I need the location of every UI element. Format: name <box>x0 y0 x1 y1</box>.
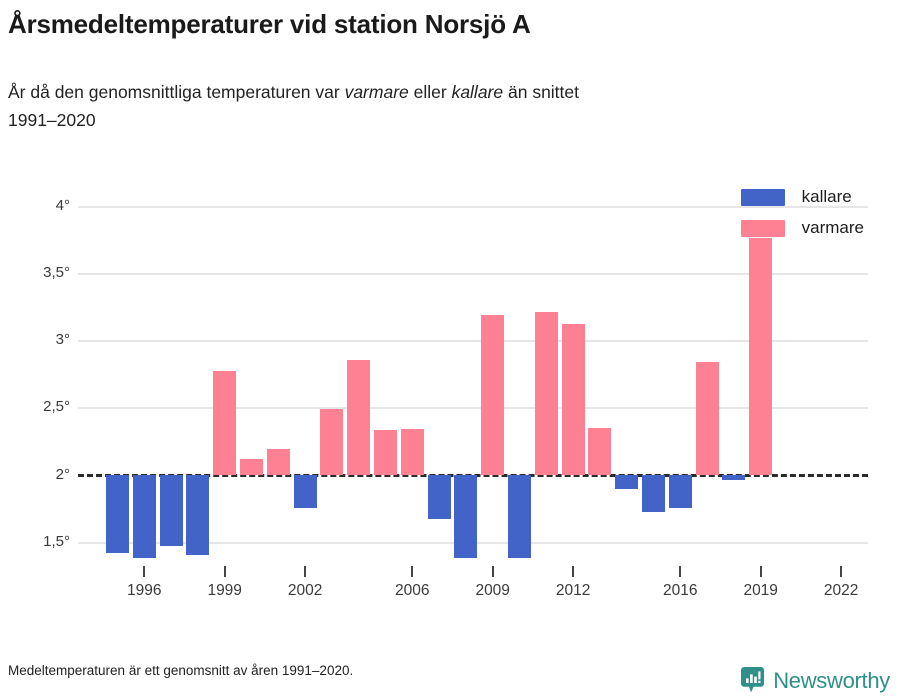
y-axis-tick-label: 4° <box>55 197 70 214</box>
bar-1996[interactable] <box>132 474 156 558</box>
x-axis-tick-label: 1999 <box>207 582 242 599</box>
bar-1995[interactable] <box>106 474 129 553</box>
plot-area <box>78 206 868 566</box>
bar-2015[interactable] <box>642 474 665 513</box>
x-axis-tick <box>304 566 307 577</box>
bar-2007[interactable] <box>427 474 451 519</box>
chart-note: Medeltemperaturen är ett genomsnitt av å… <box>8 663 354 678</box>
gridline <box>78 273 868 276</box>
x-axis: 1996199920022006200920122016201920222025 <box>78 566 868 616</box>
bar-1999[interactable] <box>213 371 237 475</box>
bar-1998[interactable] <box>186 474 210 556</box>
bar-2017[interactable] <box>695 361 719 475</box>
x-axis-tick-label: 2016 <box>663 582 698 599</box>
x-axis-tick <box>223 566 226 577</box>
subtitle-emphasis-varmare: varmare <box>344 82 409 102</box>
legend-label-kallare: kallare <box>801 187 852 206</box>
bar-1997[interactable] <box>159 474 183 546</box>
bar-2005[interactable] <box>374 430 397 475</box>
bar-2009[interactable] <box>481 314 505 475</box>
y-axis-tick-label: 3° <box>55 331 70 349</box>
bar-2002[interactable] <box>293 474 317 509</box>
legend-item-kallare[interactable]: kallare <box>740 186 864 208</box>
y-axis-tick-label: 1,5° <box>43 532 70 550</box>
x-axis-tick <box>679 566 682 577</box>
x-axis-tick <box>840 566 843 577</box>
bar-2019[interactable] <box>749 238 773 475</box>
bar-2012[interactable] <box>561 324 585 475</box>
bar-2003[interactable] <box>320 408 344 475</box>
brand-name: Newsworthy <box>773 667 890 693</box>
x-axis-tick <box>572 566 575 577</box>
bar-2000[interactable] <box>240 458 263 475</box>
chart-legend: kallare varmare <box>740 186 864 248</box>
page-title: Årsmedeltemperaturer vid station Norsjö … <box>8 9 531 39</box>
bar-2008[interactable] <box>454 474 478 558</box>
y-axis-tick-label: 2° <box>55 465 70 483</box>
legend-swatch-kallare <box>740 188 785 206</box>
x-axis-tick-label: 2012 <box>555 582 591 599</box>
gridline <box>78 407 868 410</box>
bar-2013[interactable] <box>588 427 612 475</box>
bar-2001[interactable] <box>266 449 290 475</box>
x-axis-tick-label: 2006 <box>395 582 430 599</box>
x-axis-tick <box>411 566 414 577</box>
bar-2004[interactable] <box>347 360 371 475</box>
subtitle-text-3: än snittet <box>503 82 580 102</box>
gridline <box>78 206 868 208</box>
x-axis-tick <box>143 566 146 577</box>
subtitle-emphasis-kallare: kallare <box>451 82 504 102</box>
x-axis-tick-label: 2009 <box>475 582 510 599</box>
brand-logo[interactable]: Newsworthy <box>739 667 890 694</box>
x-axis-tick-label: 2022 <box>823 582 859 599</box>
y-axis-tick-label: 3,5° <box>43 264 70 282</box>
bar-2014[interactable] <box>615 474 639 490</box>
bar-2010[interactable] <box>508 474 531 558</box>
y-axis: 1,5° 2° 2,5° 3° 3,5° 4° <box>0 197 70 566</box>
x-axis-tick-label: 2002 <box>287 582 323 599</box>
legend-label-varmare: varmare <box>801 218 864 237</box>
gridline <box>78 340 868 343</box>
bar-2011[interactable] <box>534 312 558 475</box>
subtitle-text-1: År då den genomsnittliga temperaturen va… <box>8 82 345 102</box>
subtitle-text-2: eller <box>408 82 452 102</box>
bar-series <box>78 206 868 566</box>
bar-chart-bubble-icon <box>739 667 766 694</box>
x-axis-tick-label: 2019 <box>743 582 778 599</box>
bar-2018[interactable] <box>722 474 746 481</box>
y-axis-tick-label: 2,5° <box>43 398 70 416</box>
x-axis-tick <box>759 566 762 577</box>
x-axis-tick-label: 1996 <box>127 582 162 599</box>
page-subtitle: År då den genomsnittliga temperaturen va… <box>8 78 708 134</box>
legend-item-varmare[interactable]: varmare <box>740 217 864 239</box>
bar-2006[interactable] <box>400 428 424 475</box>
x-axis-tick <box>491 566 494 577</box>
legend-swatch-varmare <box>740 219 785 237</box>
bar-2016[interactable] <box>668 474 692 509</box>
subtitle-line-2: 1991–2020 <box>8 110 96 130</box>
